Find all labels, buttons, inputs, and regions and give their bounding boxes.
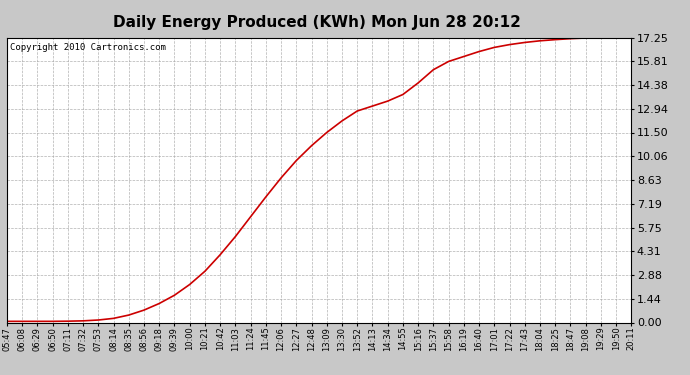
- Text: Daily Energy Produced (KWh) Mon Jun 28 20:12: Daily Energy Produced (KWh) Mon Jun 28 2…: [113, 15, 522, 30]
- Text: Copyright 2010 Cartronics.com: Copyright 2010 Cartronics.com: [10, 43, 166, 52]
